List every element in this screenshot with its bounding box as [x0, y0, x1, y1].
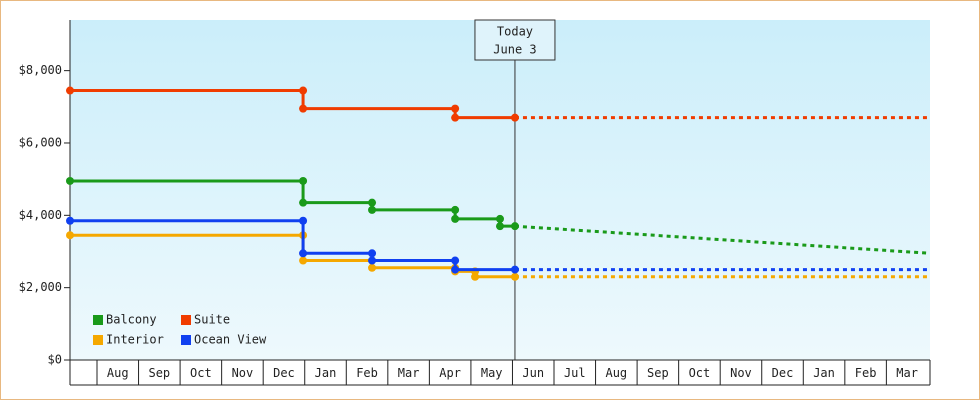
- x-tick-label: Apr: [439, 366, 461, 380]
- y-tick-label: $0: [48, 353, 62, 367]
- today-label: Today: [497, 25, 533, 39]
- plot-area: [70, 20, 930, 360]
- today-box: [474, 19, 556, 61]
- x-tick-label: Aug: [605, 366, 627, 380]
- point: [510, 222, 519, 231]
- legend-swatch: [93, 335, 103, 345]
- x-tick-label: Sep: [148, 366, 170, 380]
- point: [471, 272, 480, 281]
- today-label: June 3: [493, 43, 536, 57]
- legend-swatch: [181, 335, 191, 345]
- point: [368, 263, 377, 272]
- point: [510, 113, 519, 122]
- x-tick-label: Dec: [772, 366, 794, 380]
- point: [510, 272, 519, 281]
- point: [451, 265, 460, 274]
- x-tick-label: Jan: [315, 366, 337, 380]
- x-tick-label: Sep: [647, 366, 669, 380]
- point: [451, 214, 460, 223]
- point: [299, 104, 308, 113]
- legend-label: Ocean View: [194, 333, 267, 347]
- point: [368, 205, 377, 214]
- point: [510, 265, 519, 274]
- x-tick-label: Nov: [232, 366, 254, 380]
- point: [66, 86, 74, 95]
- y-tick-label: $8,000: [19, 63, 62, 77]
- x-tick-label: Feb: [356, 366, 378, 380]
- legend-swatch: [93, 315, 103, 325]
- point: [451, 113, 460, 122]
- x-tick-label: Mar: [896, 366, 918, 380]
- x-tick-label: Nov: [730, 366, 752, 380]
- point: [299, 176, 308, 185]
- y-tick-label: $6,000: [19, 135, 62, 149]
- point: [368, 249, 377, 258]
- x-tick-label: Aug: [107, 366, 129, 380]
- legend-label: Balcony: [106, 313, 157, 327]
- y-tick-label: $2,000: [19, 280, 62, 294]
- y-tick-label: $4,000: [19, 208, 62, 222]
- point: [299, 216, 308, 225]
- point: [66, 231, 74, 240]
- point: [66, 216, 74, 225]
- point: [451, 256, 460, 265]
- x-tick-label: Jun: [522, 366, 544, 380]
- legend-label: Interior: [106, 333, 164, 347]
- point: [368, 198, 377, 207]
- point: [451, 205, 460, 214]
- point: [299, 249, 308, 258]
- point: [368, 256, 377, 265]
- point: [496, 222, 504, 231]
- x-tick-label: Oct: [190, 366, 212, 380]
- x-tick-label: Feb: [855, 366, 877, 380]
- point: [299, 86, 308, 95]
- legend-label: Suite: [194, 313, 230, 327]
- forecast-line: [514, 224, 931, 255]
- point: [496, 214, 504, 223]
- series-line: [70, 89, 515, 120]
- x-tick-label: May: [481, 366, 503, 380]
- legend-swatch: [181, 315, 191, 325]
- point: [299, 198, 308, 207]
- x-tick-label: Jul: [564, 366, 586, 380]
- x-tick-label: Dec: [273, 366, 295, 380]
- point: [66, 176, 74, 185]
- point: [299, 256, 308, 265]
- x-tick-label: Oct: [689, 366, 711, 380]
- x-tick-label: Mar: [398, 366, 420, 380]
- point: [451, 104, 460, 113]
- x-tick-label: Jan: [813, 366, 835, 380]
